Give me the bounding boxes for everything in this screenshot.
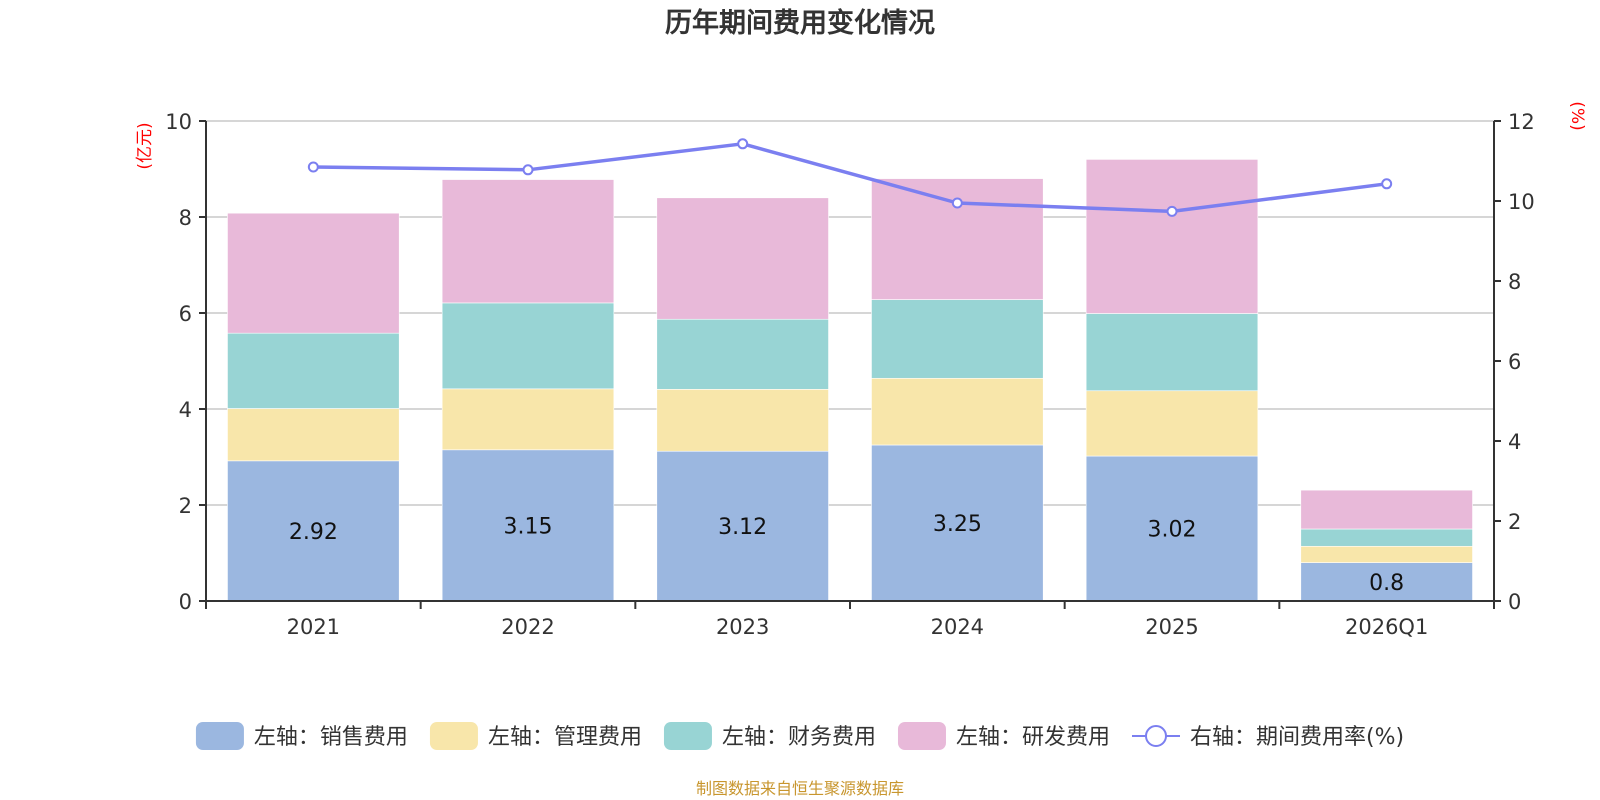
bar-segment-2 — [441, 388, 615, 451]
legend-label: 右轴：期间费用率(%) — [1190, 725, 1404, 750]
right-axis-tick-label: 4 — [1508, 430, 1521, 454]
left-axis-tick-label: 6 — [179, 302, 192, 326]
bar-segment-2 — [1085, 390, 1259, 457]
bar-segment-2 — [227, 408, 400, 462]
bar-data-label: 3.25 — [933, 512, 982, 537]
bar-segment-3 — [871, 299, 1044, 379]
line-series-group — [307, 138, 1393, 217]
bar-segment-4 — [871, 178, 1044, 300]
bar-data-label: 3.12 — [718, 515, 767, 540]
right-axis-tick-label: 12 — [1508, 110, 1535, 134]
legend: 左轴：销售费用 左轴：管理费用 左轴：财务费用 左轴：研发费用 右轴：期间费用率(%) — [195, 722, 1404, 750]
legend-swatch-4 — [897, 722, 946, 750]
left-axis-tick-label: 2 — [179, 494, 192, 518]
right-axis-tick-label: 8 — [1508, 270, 1521, 294]
x-axis-tick-label: 2026Q1 — [1345, 615, 1428, 639]
legend-swatch-2 — [429, 722, 478, 750]
x-axis-tick-label: 2023 — [716, 615, 769, 639]
bar-segment-3 — [1300, 528, 1473, 547]
bar-segment-2 — [656, 389, 829, 452]
bar-data-label: 2.92 — [289, 520, 338, 545]
legend-swatch-1 — [195, 722, 244, 750]
bar-segment-2 — [871, 377, 1044, 446]
right-axis-tick-label: 10 — [1508, 190, 1535, 214]
bar-segment-1 — [227, 460, 400, 602]
x-axis-tick-label: 2021 — [287, 615, 340, 639]
left-axis-unit-label: (亿元) — [135, 122, 155, 169]
legend-label: 左轴：销售费用 — [254, 725, 408, 750]
left-axis-tick-label: 8 — [179, 206, 192, 230]
x-axis-tick-label: 2025 — [1145, 615, 1198, 639]
bar-segment-4 — [1300, 489, 1473, 530]
bar-segment-4 — [656, 197, 829, 320]
legend-label: 左轴：财务费用 — [722, 725, 876, 750]
bar-segment-1 — [656, 450, 829, 602]
bar-segment-3 — [1085, 313, 1259, 392]
bar-segment-4 — [227, 212, 400, 334]
bar-data-label: 3.02 — [1148, 518, 1197, 543]
x-axis-tick-label: 2022 — [501, 615, 554, 639]
bar-segment-4 — [441, 179, 615, 304]
left-axis-tick-label: 0 — [179, 590, 192, 614]
rate-line-point — [522, 164, 534, 176]
bar-series-group: 2.92 3.15 3.12 3.25 3.02 0.8 — [227, 159, 1473, 602]
rate-line-point — [951, 197, 963, 209]
right-axis-tick-label: 6 — [1508, 350, 1521, 374]
right-axis-unit-label: (%) — [1567, 101, 1587, 130]
axes: 0 2 4 6 8 10 0 2 4 6 8 10 12 2021 2022 2023 2024 2025 2026… — [165, 110, 1534, 639]
bar-data-label: 0.8 — [1369, 571, 1404, 596]
rate-line-point — [1166, 205, 1178, 217]
data-source-note: 制图数据来自恒生聚源数据库 — [696, 779, 904, 798]
left-axis-tick-label: 4 — [179, 398, 192, 422]
gridlines — [206, 120, 1494, 506]
right-axis-tick-label: 2 — [1508, 510, 1521, 534]
bar-segment-2 — [1300, 545, 1473, 563]
legend-label: 左轴：研发费用 — [956, 725, 1110, 750]
rate-line — [313, 142, 1387, 214]
chart-title: 历年期间费用变化情况 — [665, 7, 935, 39]
bar-segment-3 — [441, 302, 615, 390]
rate-line-point — [737, 138, 749, 150]
bar-segment-1 — [871, 444, 1044, 602]
rate-line-point — [1381, 178, 1393, 190]
bar-data-label: 3.15 — [504, 514, 553, 539]
legend-circle-icon — [1144, 725, 1167, 747]
bar-segment-1 — [1085, 455, 1259, 602]
right-axis-tick-label: 0 — [1508, 590, 1521, 614]
bar-segment-4 — [1085, 159, 1259, 314]
legend-label: 左轴：管理费用 — [488, 725, 642, 750]
x-axis-tick-label: 2024 — [931, 615, 984, 639]
left-axis-tick-label: 10 — [165, 110, 192, 134]
legend-swatch-3 — [663, 722, 712, 750]
rate-line-point — [307, 161, 319, 173]
bar-segment-1 — [441, 449, 615, 602]
bar-segment-3 — [227, 332, 400, 409]
bar-segment-3 — [656, 318, 829, 390]
